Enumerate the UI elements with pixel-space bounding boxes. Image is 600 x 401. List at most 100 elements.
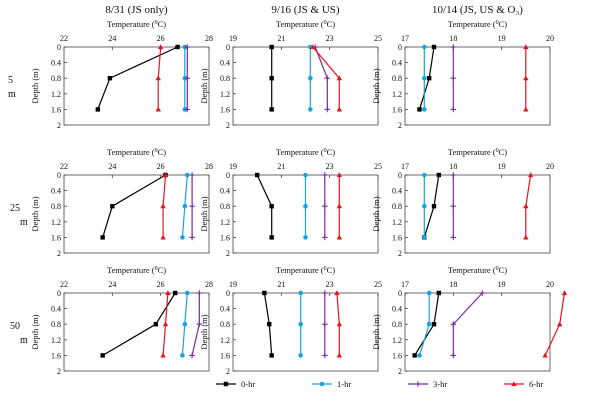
x-tick-label: 26	[157, 34, 165, 43]
data-point-3-hr	[322, 172, 328, 178]
y-tick-label: 0	[57, 171, 61, 180]
data-point-0-hr	[175, 44, 180, 50]
data-point-1-hr	[422, 172, 427, 178]
data-point-6-hr	[523, 106, 529, 112]
x-tick-label: 21	[277, 34, 285, 43]
y-tick-label: 0.8	[220, 320, 230, 329]
data-point-6-hr	[160, 352, 166, 358]
data-point-3-hr	[322, 321, 328, 327]
data-point-1-hr	[422, 235, 427, 240]
x-tick-label: 19	[229, 162, 237, 171]
data-point-1-hr	[308, 107, 313, 112]
y-tick-label: 1.6	[51, 351, 61, 360]
x-tick-label: 19	[498, 280, 506, 289]
data-point-3-hr	[450, 172, 457, 178]
data-point-1-hr	[417, 353, 422, 358]
y-tick-label: 1.6	[51, 233, 61, 242]
data-point-3-hr	[450, 352, 457, 359]
data-point-3-hr	[450, 106, 457, 113]
x-tick-label: 17	[401, 162, 409, 171]
y-tick-label: 2	[57, 367, 61, 376]
panel-0-0: Temperature (0C) 22 24 26 28 0 0.4 0.8 1.2 1.6 2 De…	[30, 19, 213, 130]
y-tick-label: 0	[57, 289, 61, 298]
x-tick-label: 21	[277, 280, 285, 289]
data-point-6-hr	[523, 203, 529, 209]
x-axis-title: Temperature (0C)	[107, 147, 166, 157]
plot-frame	[404, 292, 551, 372]
x-tick-label: 19	[229, 280, 237, 289]
data-point-1-hr	[422, 75, 427, 81]
data-point-3-hr	[189, 203, 195, 209]
y-tick-label: 2	[226, 121, 230, 130]
row-label: 25m	[10, 203, 28, 228]
plot-frame	[63, 174, 210, 254]
data-point-0-hr	[426, 76, 432, 81]
data-point-3-hr	[189, 172, 195, 178]
data-point-3-hr	[324, 75, 331, 81]
data-point-6-hr	[527, 172, 534, 178]
y-tick-label: 0	[226, 43, 230, 52]
y-tick-label: 0	[398, 43, 402, 52]
y-tick-label: 1.6	[392, 105, 402, 114]
data-point-0-hr	[262, 290, 267, 296]
plot-frame	[404, 174, 551, 254]
y-tick-label: 0	[226, 171, 230, 180]
data-point-3-hr	[189, 352, 195, 359]
y-tick-label: 0	[398, 171, 402, 180]
y-tick-label: 1.6	[220, 351, 230, 360]
data-point-6-hr	[561, 290, 568, 296]
x-tick-label: 18	[449, 162, 457, 171]
x-tick-label: 21	[277, 162, 285, 171]
x-tick-label: 17	[401, 34, 409, 43]
data-point-1-hr	[308, 75, 313, 81]
y-tick-label: 2	[57, 121, 61, 130]
x-axis-title: Temperature (0C)	[276, 147, 335, 157]
data-point-6-hr	[336, 106, 343, 112]
x-tick-label: 23	[326, 162, 334, 171]
data-point-0-hr	[267, 322, 272, 327]
data-point-6-hr	[523, 44, 529, 50]
plot-frame	[404, 46, 551, 126]
data-point-3-hr	[196, 321, 203, 327]
y-tick-label: 0.4	[51, 187, 61, 196]
data-point-3-hr	[322, 203, 328, 209]
data-point-0-hr	[269, 204, 274, 209]
data-point-0-hr	[153, 322, 159, 327]
row-label: 5m	[8, 75, 16, 100]
x-tick-label: 19	[229, 34, 237, 43]
x-tick-label: 24	[108, 34, 116, 43]
data-point-0-hr	[412, 353, 417, 358]
x-tick-label: 19	[498, 34, 506, 43]
data-point-3-hr	[450, 44, 457, 50]
x-tick-label: 18	[449, 280, 457, 289]
plot-frame	[232, 46, 379, 126]
row-label-unit: m	[20, 217, 28, 228]
data-point-6-hr	[523, 234, 529, 240]
legend-marker	[319, 381, 325, 387]
panel-2-1: Temperature (0C) 19 21 23 25 0 0.4 0.8 1.2 1.6 2 De…	[199, 265, 382, 376]
plot-frame	[63, 46, 210, 126]
y-tick-label: 1.2	[51, 90, 61, 99]
x-tick-label: 22	[60, 280, 68, 289]
x-tick-label: 17	[401, 280, 409, 289]
data-point-0-hr	[417, 107, 422, 112]
x-axis-title: Temperature (0C)	[448, 147, 507, 157]
data-point-6-hr	[336, 203, 343, 209]
data-point-6-hr	[523, 75, 529, 81]
y-tick-label: 0.8	[220, 74, 230, 83]
x-tick-label: 22	[60, 162, 68, 171]
data-point-1-hr	[298, 321, 303, 327]
legend-item: 6-hr	[504, 379, 543, 389]
legend-marker	[223, 381, 229, 387]
x-tick-label: 25	[374, 280, 382, 289]
data-point-6-hr	[155, 106, 161, 112]
data-point-0-hr	[431, 322, 437, 327]
data-point-0-hr	[100, 353, 105, 358]
y-tick-label: 0.4	[392, 187, 402, 196]
x-tick-label: 28	[205, 162, 213, 171]
data-point-1-hr	[180, 235, 185, 240]
data-point-0-hr	[436, 172, 442, 178]
data-point-1-hr	[426, 321, 432, 327]
y-tick-label: 0.8	[51, 74, 61, 83]
y-tick-label: 1.6	[392, 351, 402, 360]
